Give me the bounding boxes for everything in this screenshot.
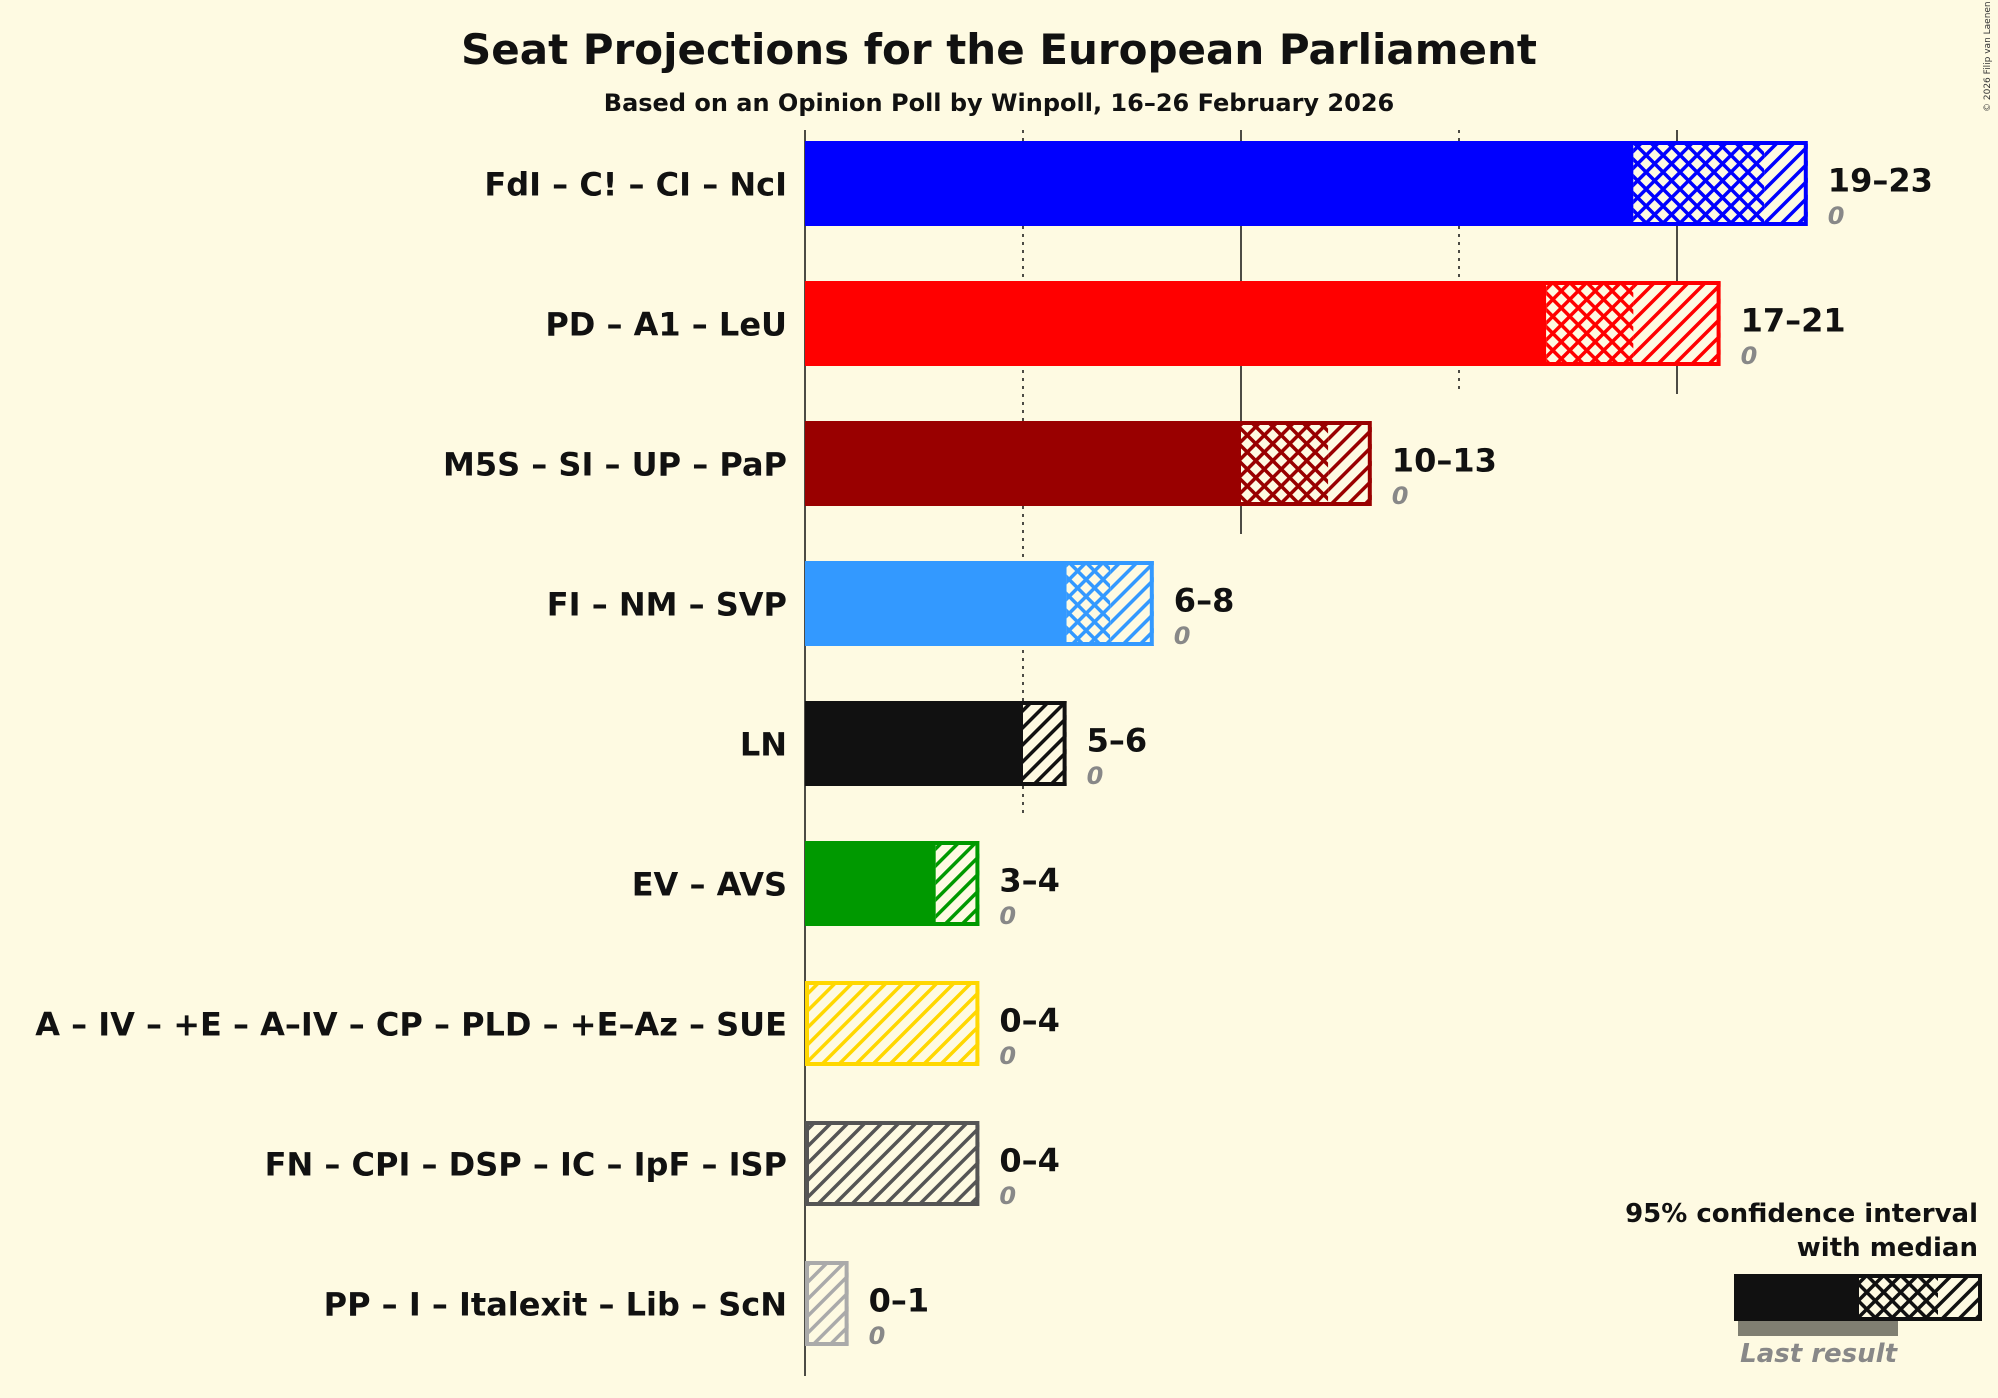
bar-upper-hatch (805, 981, 980, 1066)
range-label: 6–8 (1174, 582, 1235, 620)
bar-row: PP – I – Italexit – Lib – ScN 0–10 (324, 1261, 930, 1350)
party-label: PD – A1 – LeU (545, 306, 787, 344)
party-label: EV – AVS (632, 866, 787, 904)
bar-outline (805, 561, 1154, 646)
last-result-label: 0 (869, 1322, 886, 1350)
last-result-label: 0 (1392, 482, 1409, 510)
bar-solid (805, 281, 1547, 366)
last-result-label: 0 (1741, 342, 1758, 370)
legend: 95% confidence interval with median Last… (1625, 1199, 1982, 1369)
bar-outline (805, 141, 1808, 226)
last-result-label: 0 (999, 1182, 1016, 1210)
range-label: 0–4 (999, 1002, 1060, 1040)
copyright: © 2026 Filip van Laenen (1983, 1, 1993, 112)
bar-upper-hatch (1764, 141, 1808, 226)
bar-median-crosshatch (1546, 281, 1634, 366)
bar-row: A – IV – +E – A–IV – CP – PLD – +E–Az – … (35, 981, 1060, 1070)
bar-solid (805, 421, 1241, 506)
bar-solid (805, 561, 1067, 646)
bar-upper-hatch (1328, 421, 1372, 506)
bar-outline (805, 421, 1372, 506)
last-result-label: 0 (1174, 622, 1191, 650)
range-label: 0–1 (869, 1282, 930, 1320)
bar-row: M5S – SI – UP – PaP 10–130 (443, 421, 1497, 510)
bar-upper-hatch (1023, 701, 1067, 786)
legend-solid (1736, 1276, 1859, 1319)
bar-upper-hatch (1633, 281, 1721, 366)
legend-hatch (1938, 1276, 1980, 1319)
bar-outline (805, 1261, 849, 1346)
legend-line-2: with median (1797, 1233, 1978, 1263)
range-label: 19–23 (1828, 162, 1933, 200)
chart-subtitle: Based on an Opinion Poll by Winpoll, 16–… (604, 89, 1394, 117)
bar-median-crosshatch (1633, 141, 1765, 226)
range-label: 10–13 (1392, 442, 1497, 480)
party-label: M5S – SI – UP – PaP (443, 446, 787, 484)
party-label: FN – CPI – DSP – IC – IpF – ISP (265, 1146, 787, 1184)
last-result-label: 0 (1087, 762, 1104, 790)
legend-last-result-label: Last result (1740, 1339, 1898, 1369)
bar-median-crosshatch (1066, 561, 1111, 646)
bar-outline (805, 981, 980, 1066)
bar-outline (805, 701, 1067, 786)
bar-upper-hatch (1110, 561, 1154, 646)
party-label: A – IV – +E – A–IV – CP – PLD – +E–Az – … (35, 1006, 787, 1044)
bar-outline (805, 1121, 980, 1206)
last-result-label: 0 (1828, 202, 1845, 230)
chart-title: Seat Projections for the European Parlia… (461, 25, 1537, 74)
bar-outline (805, 841, 980, 926)
legend-outline (1734, 1274, 1982, 1321)
legend-last-result-bar (1738, 1319, 1898, 1336)
bar-median-crosshatch (1241, 421, 1329, 506)
bar-solid (805, 841, 936, 926)
bar-outline (805, 281, 1721, 366)
range-label: 5–6 (1087, 722, 1148, 760)
last-result-label: 0 (999, 1042, 1016, 1070)
bar-upper-hatch (935, 841, 980, 926)
bar-row: EV – AVS 3–40 (632, 841, 1060, 930)
party-label: PP – I – Italexit – Lib – ScN (324, 1286, 787, 1324)
bar-row: FI – NM – SVP 6–80 (547, 561, 1235, 650)
last-result-label: 0 (999, 902, 1016, 930)
bar-row: PD – A1 – LeU 17–210 (545, 281, 1846, 370)
bar-solid (805, 701, 1023, 786)
legend-median-crosshatch (1859, 1276, 1938, 1319)
bar-row: FN – CPI – DSP – IC – IpF – ISP 0–40 (265, 1121, 1060, 1210)
party-label: LN (740, 726, 787, 764)
legend-line-1: 95% confidence interval (1625, 1199, 1978, 1229)
party-label: FdI – C! – CI – NcI (484, 166, 787, 204)
party-label: FI – NM – SVP (547, 586, 787, 624)
range-label: 0–4 (999, 1142, 1060, 1180)
bar-row: FdI – C! – CI – NcI 19–230 (484, 141, 1933, 230)
bar-solid (805, 141, 1634, 226)
bar-upper-hatch (805, 1261, 849, 1346)
bar-row: LN 5–60 (740, 701, 1147, 790)
range-label: 3–4 (999, 862, 1060, 900)
range-label: 17–21 (1741, 302, 1846, 340)
bar-upper-hatch (805, 1121, 980, 1206)
